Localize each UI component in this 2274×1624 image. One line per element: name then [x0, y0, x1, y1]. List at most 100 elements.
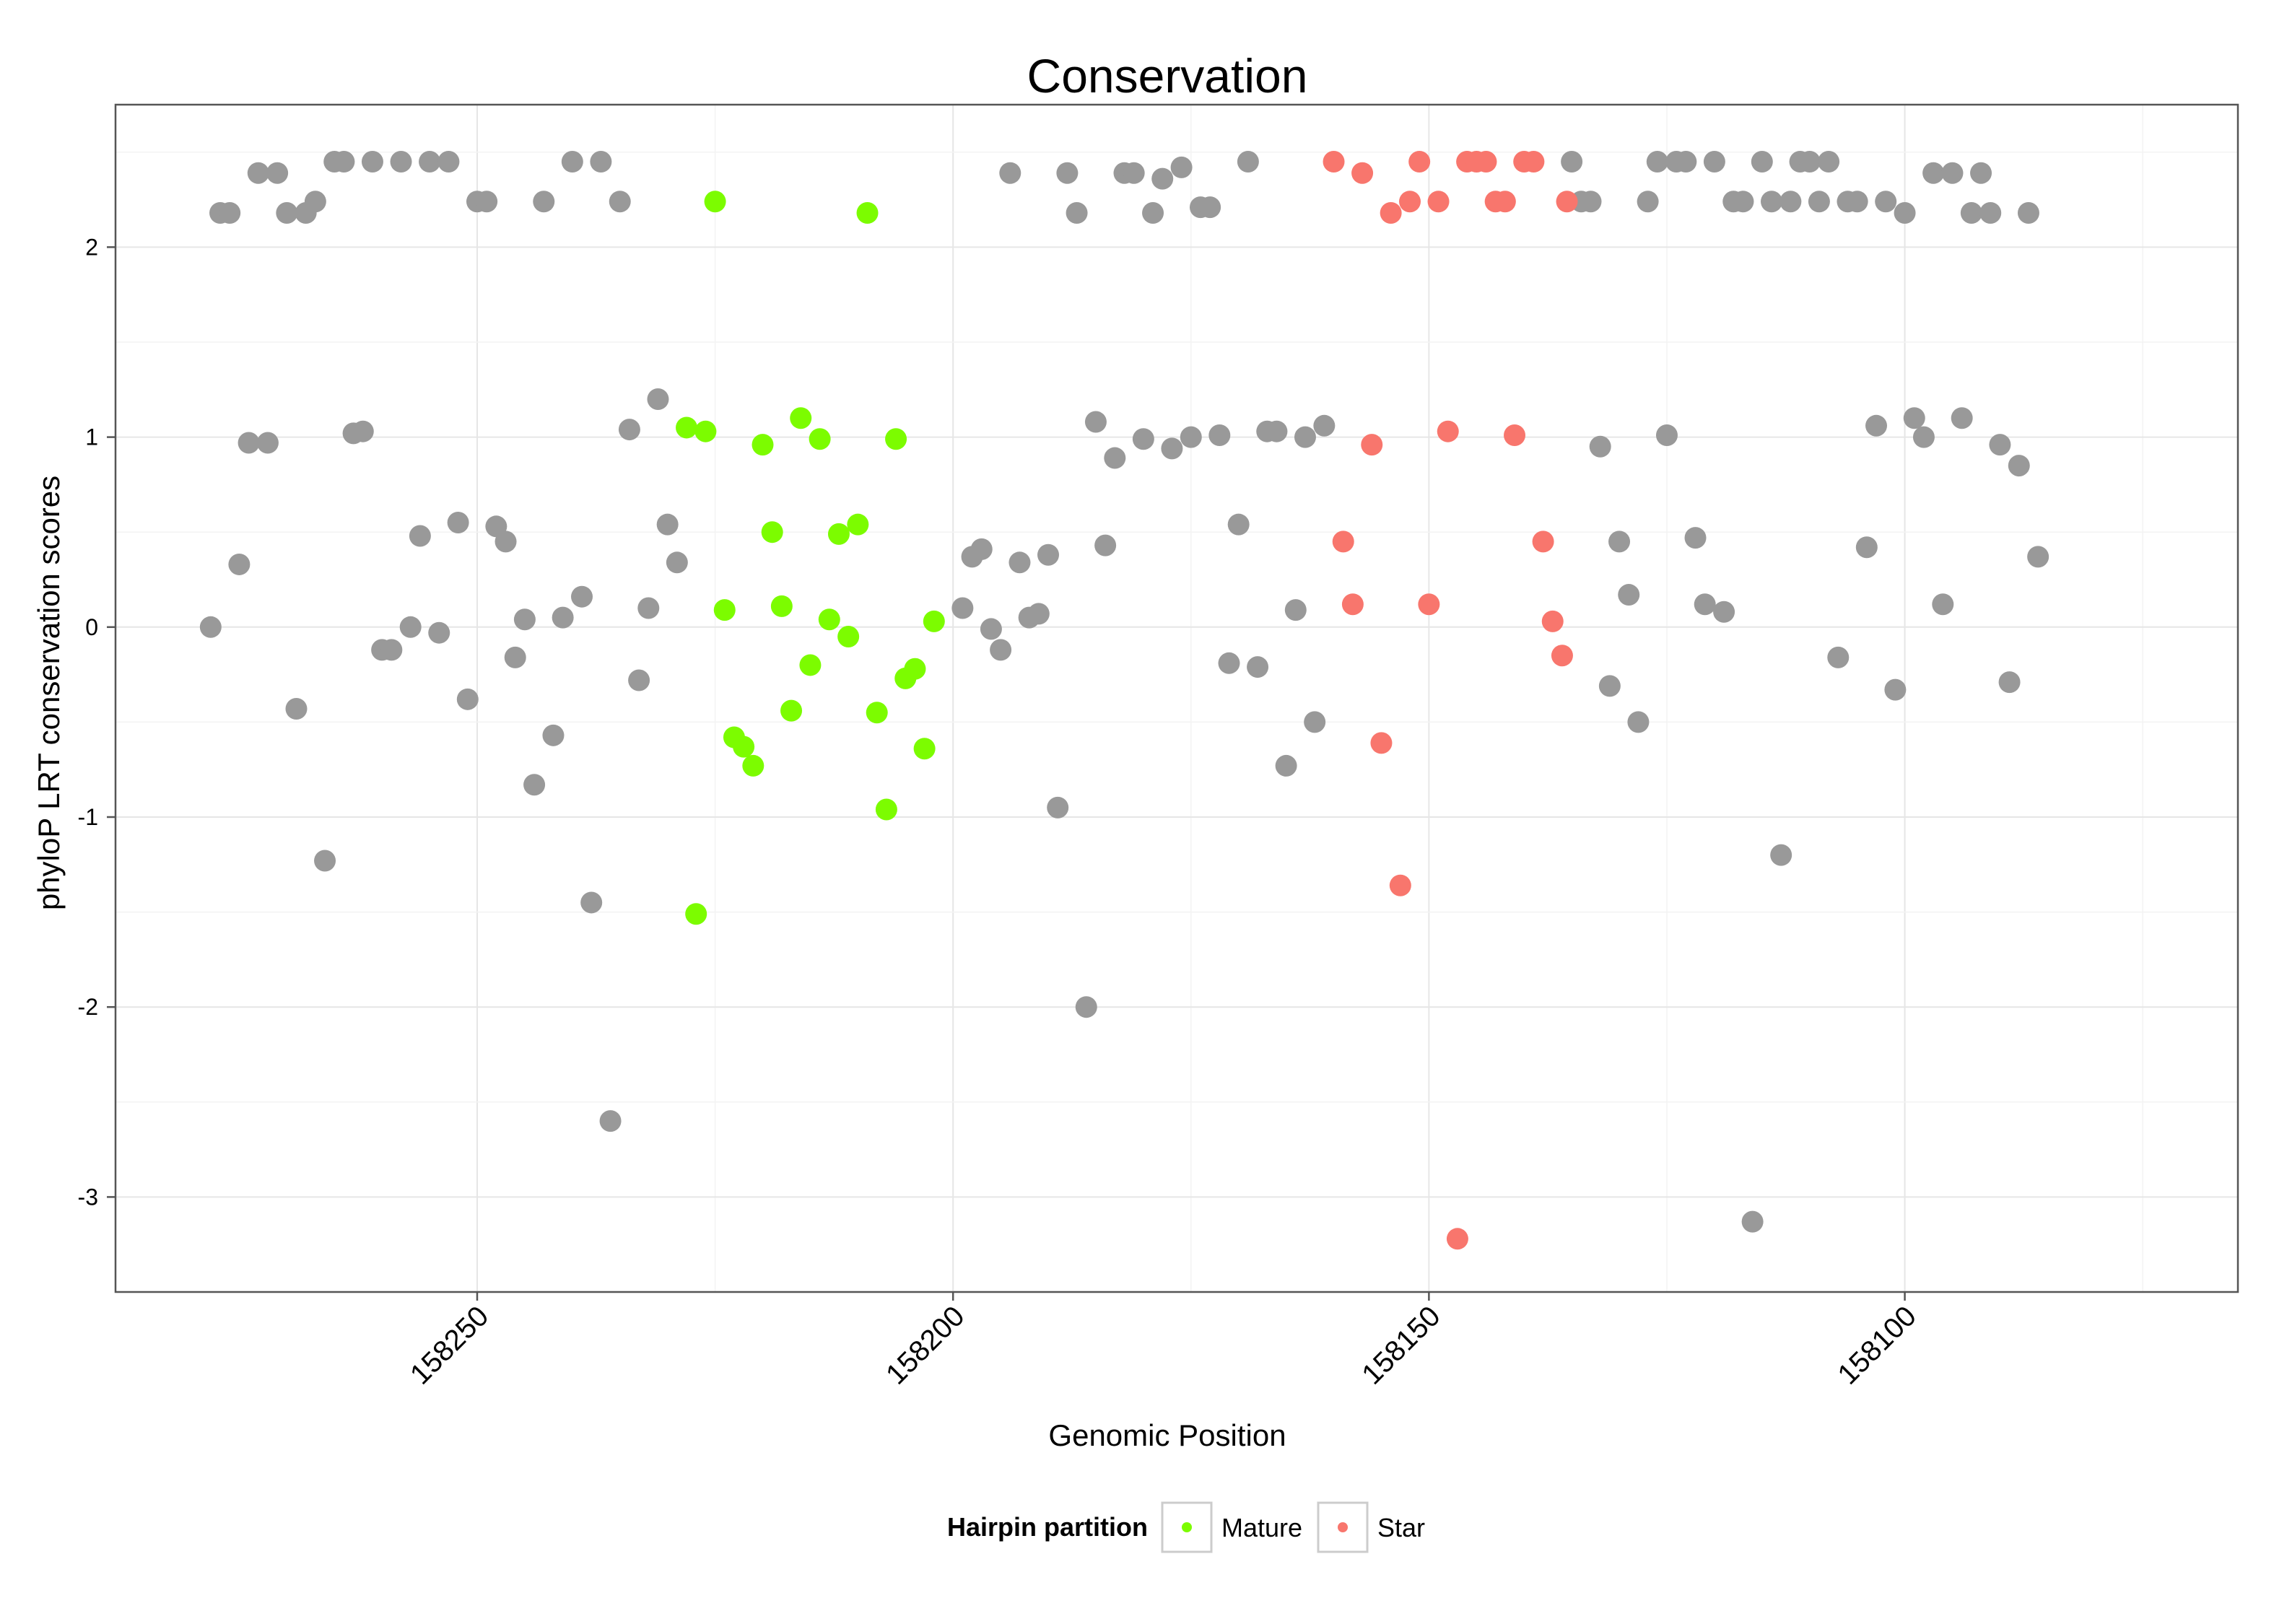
point-other	[1304, 711, 1326, 733]
point-other	[1770, 844, 1792, 866]
point-other	[314, 850, 336, 872]
point-mature	[913, 738, 936, 760]
point-other	[1808, 191, 1830, 213]
point-star	[1351, 162, 1374, 184]
point-other	[1751, 150, 1773, 173]
point-other	[447, 512, 469, 534]
point-mature	[676, 416, 698, 439]
point-other	[609, 191, 631, 213]
point-other	[1132, 428, 1154, 450]
point-other	[1627, 711, 1650, 733]
point-other	[542, 724, 565, 746]
point-star	[1323, 150, 1345, 173]
point-other	[970, 538, 993, 560]
point-mature	[837, 625, 860, 647]
point-other	[1227, 513, 1250, 536]
point-other	[647, 388, 669, 410]
point-other	[1637, 191, 1659, 213]
point-other	[1684, 527, 1707, 549]
point-star	[1389, 874, 1411, 896]
x-tick-label: 158200	[880, 1300, 971, 1391]
point-other	[533, 191, 555, 213]
y-tick-label: -3	[78, 1184, 98, 1210]
y-tick-label: -1	[78, 804, 98, 830]
point-mature	[770, 595, 793, 617]
point-other	[1056, 162, 1079, 184]
point-mature	[733, 735, 755, 758]
point-other	[1047, 796, 1069, 818]
point-other	[1912, 426, 1935, 448]
point-other	[1732, 191, 1754, 213]
point-other	[1608, 531, 1631, 553]
point-other	[266, 162, 289, 184]
point-star	[1556, 191, 1578, 213]
point-other	[1589, 435, 1611, 458]
point-other	[571, 585, 593, 608]
point-other	[238, 432, 260, 454]
point-other	[1703, 150, 1725, 173]
point-other	[1580, 191, 1602, 213]
point-other	[1655, 424, 1678, 446]
point-other	[1561, 150, 1583, 173]
point-other	[1313, 414, 1336, 437]
point-other	[1284, 599, 1307, 621]
point-mature	[752, 434, 774, 456]
point-star	[1446, 1228, 1468, 1250]
point-other	[1084, 411, 1107, 433]
point-other	[1989, 434, 2011, 456]
point-other	[1922, 162, 1945, 184]
x-tick-label: 158100	[1831, 1300, 1922, 1391]
point-other	[1618, 584, 1640, 606]
point-mature	[704, 191, 726, 213]
point-other	[1265, 420, 1288, 442]
point-other	[495, 531, 517, 553]
point-other	[1066, 202, 1088, 224]
point-star	[1541, 610, 1564, 632]
point-other	[1151, 167, 1174, 190]
point-other	[352, 420, 374, 442]
point-mature	[761, 521, 783, 543]
point-other	[1846, 191, 1868, 213]
point-mature	[856, 202, 879, 224]
point-other	[399, 616, 422, 638]
point-other	[1294, 426, 1316, 448]
point-mature	[685, 903, 707, 925]
legend-key-mature	[1182, 1522, 1192, 1532]
legend: Hairpin partition Mature Star	[947, 1501, 1425, 1553]
point-other	[1208, 424, 1231, 446]
point-star	[1522, 150, 1545, 173]
point-star	[1380, 202, 1402, 224]
y-axis-title: phyloP LRT conservation scores	[32, 476, 66, 910]
legend-key-star	[1338, 1522, 1348, 1532]
point-mature	[799, 654, 822, 676]
point-other	[1170, 156, 1193, 178]
point-other	[1094, 534, 1117, 556]
point-other	[1855, 536, 1878, 559]
point-other	[285, 697, 308, 720]
x-axis-title: Genomic Position	[1048, 1418, 1286, 1452]
point-other	[513, 608, 536, 631]
point-other	[1104, 447, 1126, 469]
chart-title: Conservation	[1027, 49, 1308, 102]
point-star	[1341, 593, 1364, 616]
point-mature	[694, 420, 717, 442]
point-mature	[742, 754, 764, 777]
point-other	[380, 639, 403, 661]
panel-background	[116, 105, 2238, 1292]
point-mature	[809, 428, 831, 450]
point-other	[1875, 191, 1897, 213]
point-other	[1009, 551, 1031, 574]
point-other	[1818, 150, 1840, 173]
y-tick-label: 2	[85, 234, 98, 260]
legend-label-star: Star	[1377, 1513, 1425, 1542]
point-other	[247, 162, 269, 184]
point-other	[590, 150, 612, 173]
point-other	[504, 646, 526, 668]
point-other	[1798, 150, 1821, 173]
point-other	[219, 202, 241, 224]
point-other	[951, 597, 974, 619]
point-star	[1361, 434, 1383, 456]
legend-title: Hairpin partition	[947, 1512, 1148, 1542]
point-star	[1532, 531, 1554, 553]
legend-label-mature: Mature	[1221, 1513, 1302, 1542]
